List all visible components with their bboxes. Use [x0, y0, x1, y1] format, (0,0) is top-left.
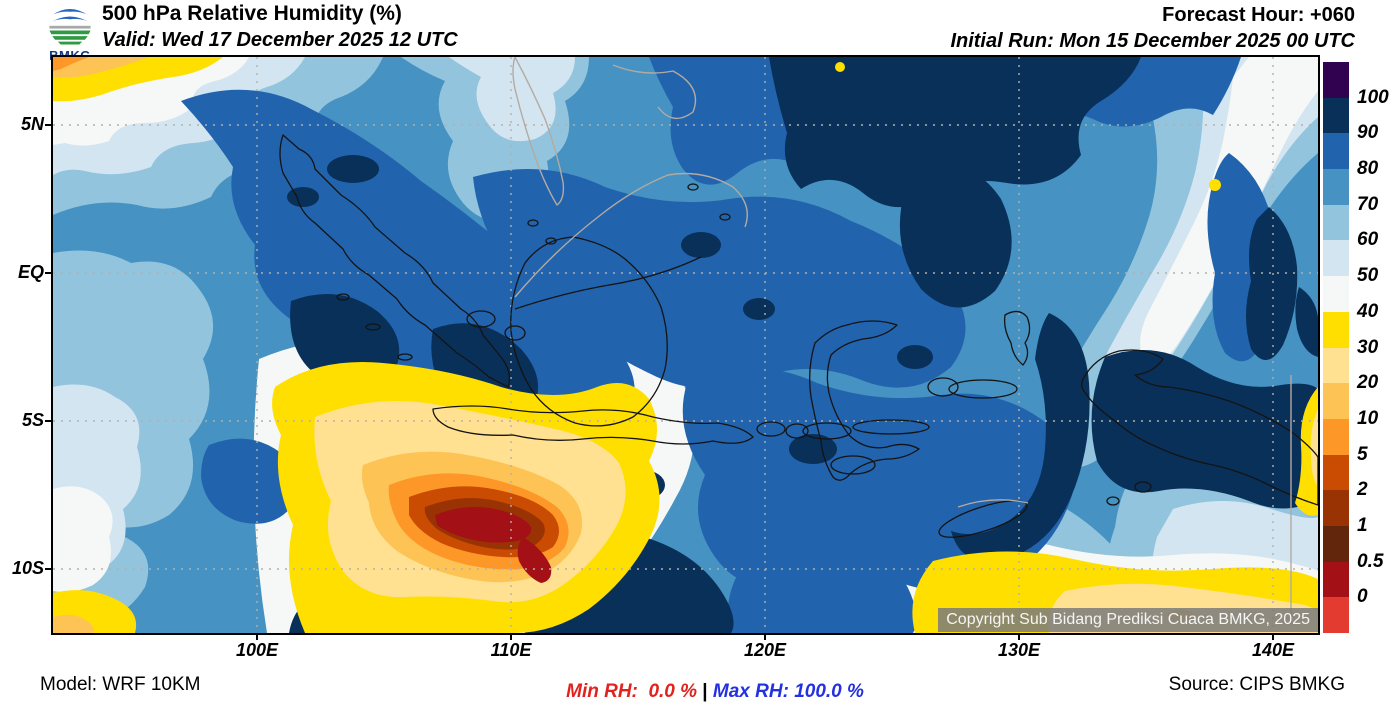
colorbar-segment: [1323, 454, 1349, 491]
colorbar-label: 2: [1357, 479, 1368, 501]
colorbar-segment: [1323, 62, 1349, 98]
colorbar-segment: [1323, 204, 1349, 241]
colorbar-label: 50: [1357, 265, 1379, 287]
foreign-coastlines: [512, 57, 1292, 625]
map-canvas: Copyright Sub Bidang Prediksi Cuaca BMKG…: [51, 55, 1320, 635]
rh-90-100-regions: [287, 57, 1318, 633]
coastlines: [279, 134, 1318, 538]
colorbar-label: 90: [1357, 122, 1379, 144]
max-rh-value: Max RH: 100.0 %: [712, 681, 864, 702]
initial-run: Initial Run: Mon 15 December 2025 00 UTC: [950, 30, 1355, 52]
page-title: 500 hPa Relative Humidity (%): [102, 2, 402, 25]
colorbar-segment: [1323, 276, 1349, 312]
source-label: Source: CIPS BMKG: [1168, 674, 1345, 695]
copyright-notice: Copyright Sub Bidang Prediksi Cuaca BMKG…: [938, 608, 1318, 632]
colorbar-segment: [1323, 240, 1349, 277]
colorbar-label: 30: [1357, 336, 1379, 358]
lat-label-10s: 10S: [11, 558, 44, 578]
colorbar-segment: [1323, 97, 1349, 134]
lon-label-100e: 100E: [235, 640, 279, 660]
colorbar-segment: [1323, 490, 1349, 526]
lon-label-110e: 110E: [490, 640, 532, 660]
colorbar-segment: [1323, 311, 1349, 348]
lat-tick: [45, 420, 52, 422]
colorbar-label: 70: [1357, 193, 1379, 215]
lon-tick: [764, 633, 766, 640]
colorbar-segment: [1323, 418, 1349, 455]
colorbar-segment: [1323, 169, 1349, 205]
lat-tick: [45, 272, 52, 274]
minmax-separator: |: [697, 681, 713, 702]
colorbar-label: 0: [1357, 586, 1368, 608]
colorbar-label: 40: [1357, 300, 1379, 322]
colorbar-label: 60: [1357, 229, 1379, 251]
lat-label-5n: 5N: [20, 114, 44, 134]
colorbar-segment: [1323, 133, 1349, 170]
rh-field-map: [53, 57, 1318, 633]
lon-label-130e: 130E: [997, 640, 1041, 660]
lon-label-140e: 140E: [1251, 640, 1295, 660]
min-rh-value: Min RH: 0.0 %: [566, 681, 698, 702]
lon-tick: [256, 633, 258, 640]
lat-label-5s: 5S: [21, 410, 44, 430]
bmkg-logo: BMKG: [42, 1, 98, 62]
model-label: Model: WRF 10KM: [40, 674, 201, 695]
colorbar-swatches: [1323, 62, 1349, 633]
forecast-hour: Forecast Hour: +060: [1162, 4, 1355, 26]
colorbar-label: 5: [1357, 443, 1368, 465]
lon-tick: [1018, 633, 1020, 640]
lon-tick: [510, 633, 512, 640]
colorbar-label: 80: [1357, 158, 1379, 180]
lat-label-eq: EQ: [17, 262, 44, 282]
colorbar-segment: [1323, 597, 1349, 633]
colorbar-segment: [1323, 561, 1349, 598]
colorbar-label: 20: [1357, 372, 1379, 394]
minmax-rh: Min RH: 0.0 % | Max RH: 100.0 %: [545, 659, 864, 709]
colorbar-label: 100: [1357, 86, 1389, 108]
lat-tick: [45, 124, 52, 126]
graticule-gridlines: [53, 57, 1318, 633]
colorbar-segment: [1323, 347, 1349, 384]
bmkg-logo-emblem: [48, 9, 92, 45]
lon-label-120e: 120E: [743, 640, 787, 660]
dry-zone-bullseye: [272, 362, 660, 633]
colorbar-label: 0.5: [1357, 550, 1384, 572]
lat-tick: [45, 568, 52, 570]
valid-time: Valid: Wed 17 December 2025 12 UTC: [102, 29, 458, 51]
lon-tick: [1272, 633, 1274, 640]
colorbar-labels: 100 90 80 70 60 50 40 30 20 10 5 2 1 0.5 0: [1357, 62, 1399, 633]
colorbar-label: 1: [1357, 514, 1368, 536]
colorbar-segment: [1323, 525, 1349, 562]
colorbar-label: 10: [1357, 407, 1379, 429]
colorbar-segment: [1323, 383, 1349, 419]
